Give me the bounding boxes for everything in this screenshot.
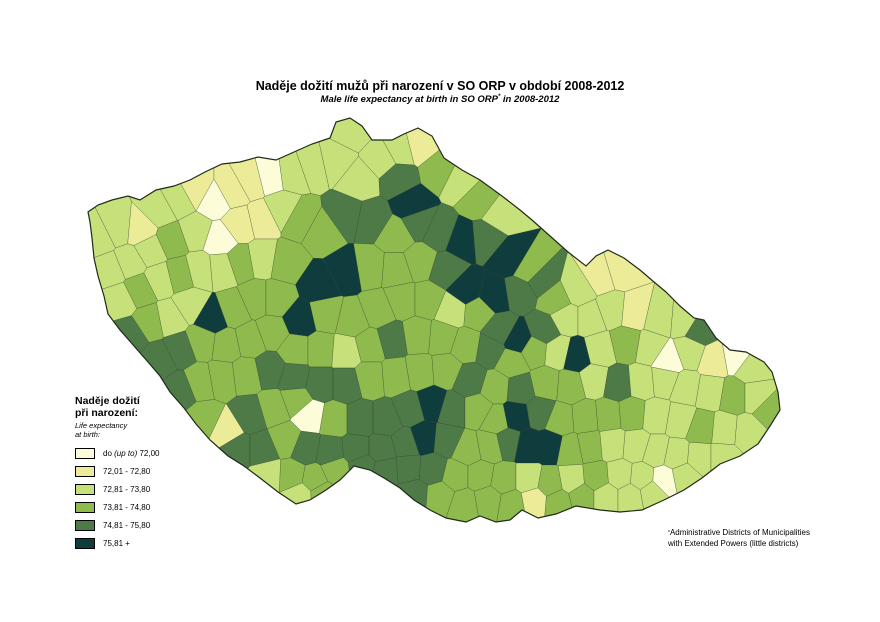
legend-label: 73,81 - 74,80: [103, 502, 151, 512]
legend-row: 72,01 - 72,80: [75, 465, 150, 477]
subtitle-marker: *: [497, 94, 501, 100]
legend-row: do (up to) 72,00: [75, 447, 160, 459]
district-region: [196, 458, 281, 522]
legend-label: 72,01 - 72,80: [103, 466, 151, 476]
district-region: [628, 362, 655, 401]
legend-row: 72,81 - 73,80: [75, 483, 150, 495]
district-region: [733, 299, 780, 384]
district-region: [480, 118, 622, 237]
legend-label: 74,81 - 75,80: [103, 520, 151, 530]
district-region: [402, 315, 432, 355]
district-region: [721, 242, 780, 377]
legend-label: do (up to) 72,00: [103, 449, 160, 458]
district-region: [347, 454, 376, 516]
legend-swatch: [75, 537, 95, 549]
country-outline: [87, 117, 781, 523]
district-region: [473, 485, 502, 522]
legend-row: 75,81 +: [75, 537, 130, 549]
district-region: [88, 118, 132, 249]
footnote-marker: *: [668, 530, 670, 536]
legend-sub-line1: Life expectancy: [75, 421, 128, 430]
district-region: [595, 396, 622, 432]
district-region: [263, 189, 303, 234]
district-region: [734, 412, 780, 501]
district-region: [670, 118, 780, 339]
legend-label-prefix: do: [103, 448, 115, 458]
legend-swatch: [75, 447, 95, 459]
map-regions: [88, 118, 780, 522]
legend-title-line1: Naděje dožití: [75, 395, 140, 407]
district-region: [310, 481, 369, 522]
footnote-line2: with Extended Powers (little districts): [668, 538, 799, 548]
legend-label: 75,81 +: [103, 538, 130, 548]
district-region: [521, 487, 547, 522]
map-subtitle: Male life expectancy at birth in SO ORP*…: [0, 94, 880, 105]
legend-swatch: [75, 483, 95, 495]
legend-sub-line2: at birth:: [75, 430, 101, 439]
district-region: [618, 395, 646, 432]
district-region: [599, 428, 626, 463]
district-region: [584, 118, 780, 293]
legend: Naděje dožití při narození: Life expecta…: [75, 395, 235, 439]
legend-row: 74,81 - 75,80: [75, 519, 150, 531]
district-region: [307, 330, 335, 368]
district-region: [346, 398, 374, 437]
footnote-line1: *Administrative Districts of Municipalit…: [668, 528, 810, 539]
district-region: [593, 482, 619, 522]
legend-swatch: [75, 465, 95, 477]
subtitle-suffix: in 2008-2012: [500, 94, 560, 106]
subtitle-text: Male life expectancy at birth in SO ORP: [320, 94, 498, 106]
legend-swatch: [75, 501, 95, 513]
map-title: Naděje dožití mužů při narození v SO ORP…: [255, 79, 625, 93]
district-region: [710, 442, 780, 522]
legend-title-line2: při narození:: [75, 407, 139, 419]
footnote: *Administrative Districts of Municipalit…: [668, 528, 810, 549]
district-region: [711, 409, 738, 446]
legend-label-value: 72,00: [137, 448, 160, 458]
legend-label-italic: (up to): [114, 448, 138, 458]
legend-row: 73,81 - 74,80: [75, 501, 150, 513]
footnote-line1-text: Administrative Districts of Municipaliti…: [669, 528, 810, 537]
district-region: [571, 397, 599, 434]
legend-swatch: [75, 519, 95, 531]
legend-label: 72,81 - 73,80: [103, 484, 151, 494]
